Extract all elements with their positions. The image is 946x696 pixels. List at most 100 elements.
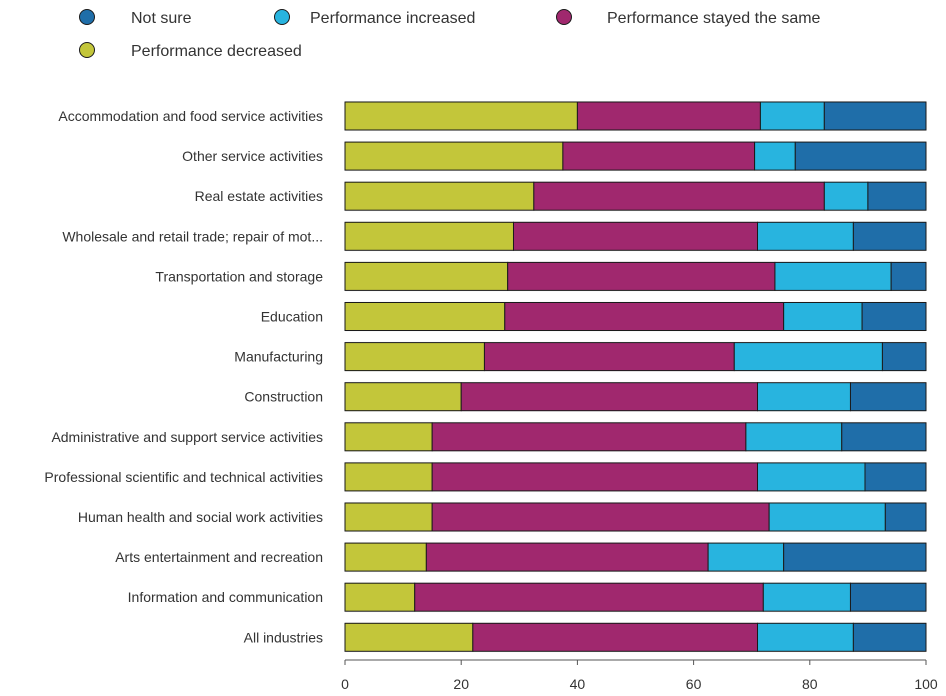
bar-segment-performance-increased <box>759 101 825 131</box>
bar-segment-not-sure <box>849 582 927 612</box>
category-labels: Accommodation and food service activitie… <box>44 108 323 645</box>
x-tick-label-20: 20 <box>453 676 469 692</box>
bar-segment-not-sure <box>861 302 927 331</box>
legend-label-performance-increased: Performance increased <box>310 10 475 27</box>
bar-row-arts-entertainment-and-recreation <box>344 542 927 573</box>
bar-segment-performance-stayed-the-same <box>512 221 759 251</box>
category-label-real-estate-activities: Real estate activities <box>195 188 323 204</box>
legend-label-not-sure: Not sure <box>131 10 192 27</box>
category-label-accommodation-and-food-service-activities: Accommodation and food service activitie… <box>58 108 323 124</box>
category-label-education: Education <box>261 309 323 325</box>
bar-segment-performance-increased <box>754 141 796 171</box>
x-tick-label-100: 100 <box>914 676 938 692</box>
x-tick-label-40: 40 <box>570 676 586 692</box>
bar-segment-not-sure <box>867 181 927 211</box>
bar-row-accommodation-and-food-service-activities <box>344 101 927 131</box>
bar-segment-performance-decreased <box>344 302 506 331</box>
bar-segment-performance-stayed-the-same <box>472 622 759 652</box>
bar-segment-performance-stayed-the-same <box>483 342 735 372</box>
category-label-professional-scientific-and-technical-activities: Professional scientific and technical ac… <box>44 469 323 485</box>
bar-segment-performance-stayed-the-same <box>431 502 770 532</box>
legend-item-not-sure: Not sure <box>79 9 192 27</box>
bar-segment-performance-increased <box>768 502 886 532</box>
bar-segment-performance-stayed-the-same <box>431 462 759 492</box>
bar-segment-not-sure <box>823 101 927 131</box>
bar-segment-performance-stayed-the-same <box>562 141 756 171</box>
bar-segment-performance-stayed-the-same <box>576 101 761 131</box>
bar-segment-performance-decreased <box>344 141 564 171</box>
bar-row-wholesale-and-retail-trade-repair-of-mot <box>344 221 927 252</box>
bar-segment-performance-decreased <box>344 101 578 131</box>
x-tick-label-60: 60 <box>686 676 702 692</box>
bar-segment-performance-increased <box>762 582 851 612</box>
x-tick-label-0: 0 <box>341 676 349 692</box>
bar-segment-performance-decreased <box>344 261 509 291</box>
bar-segment-performance-increased <box>757 462 866 492</box>
bar-segment-performance-stayed-the-same <box>504 302 785 331</box>
bar-segment-performance-decreased <box>344 542 427 572</box>
bar-segment-performance-increased <box>757 622 854 652</box>
legend-item-performance-decreased: Performance decreased <box>79 42 302 60</box>
category-label-information-and-communication: Information and communication <box>128 589 323 605</box>
category-label-administrative-and-support-service-activities: Administrative and support service activ… <box>51 429 323 445</box>
category-label-construction: Construction <box>244 389 323 405</box>
bar-segment-not-sure <box>841 422 927 452</box>
category-label-other-service-activities: Other service activities <box>182 148 323 164</box>
category-label-arts-entertainment-and-recreation: Arts entertainment and recreation <box>115 549 323 565</box>
bar-segment-performance-increased <box>774 261 892 291</box>
bar-segment-not-sure <box>794 141 927 171</box>
bars <box>344 101 927 653</box>
bar-segment-performance-decreased <box>344 342 485 372</box>
bar-segment-performance-decreased <box>344 221 514 251</box>
legend-marker-performance-decreased <box>79 42 95 58</box>
bar-segment-performance-increased <box>745 422 843 452</box>
bar-row-professional-scientific-and-technical-activities <box>344 461 927 492</box>
bar-row-administrative-and-support-service-activities <box>344 421 927 452</box>
legend-label-performance-decreased: Performance decreased <box>131 43 302 60</box>
bar-segment-performance-increased <box>783 302 863 331</box>
legend-item-performance-stayed-the-same: Performance stayed the same <box>556 9 821 27</box>
bar-segment-performance-decreased <box>344 422 433 452</box>
category-label-transportation-and-storage: Transportation and storage <box>155 268 323 284</box>
bar-row-information-and-communication <box>344 582 927 613</box>
category-label-all-industries: All industries <box>244 629 323 645</box>
bar-row-human-health-and-social-work-activities <box>344 502 927 532</box>
bar-segment-not-sure <box>884 502 927 532</box>
bar-segment-not-sure <box>852 221 927 251</box>
bar-segment-not-sure <box>783 542 927 572</box>
bar-segment-performance-decreased <box>344 502 433 532</box>
bar-segment-performance-increased <box>823 181 869 211</box>
bar-segment-performance-stayed-the-same <box>431 422 747 452</box>
bar-segment-not-sure <box>852 622 927 652</box>
bar-segment-performance-increased <box>757 382 851 412</box>
legend-label-performance-stayed-the-same: Performance stayed the same <box>607 10 821 27</box>
bar-segment-performance-increased <box>733 342 883 372</box>
bar-row-real-estate-activities <box>344 181 927 212</box>
bar-segment-performance-decreased <box>344 462 433 492</box>
category-label-wholesale-and-retail-trade-repair-of-mot: Wholesale and retail trade; repair of mo… <box>62 228 323 244</box>
bar-segment-performance-increased <box>707 542 785 572</box>
bar-row-education <box>344 301 927 332</box>
bar-segment-not-sure <box>849 382 927 412</box>
bar-segment-performance-stayed-the-same <box>414 582 764 612</box>
bar-segment-performance-stayed-the-same <box>533 181 825 211</box>
bar-segment-performance-decreased <box>344 582 416 612</box>
legend-item-performance-increased: Performance increased <box>274 9 475 27</box>
bar-segment-performance-decreased <box>344 622 474 652</box>
bar-segment-not-sure <box>864 462 927 492</box>
legend-marker-not-sure <box>79 9 95 25</box>
bar-segment-performance-stayed-the-same <box>460 382 759 412</box>
bar-segment-performance-stayed-the-same <box>425 542 709 572</box>
legend-marker-performance-stayed-the-same <box>556 9 572 25</box>
bar-segment-not-sure <box>890 261 927 291</box>
bar-segment-performance-stayed-the-same <box>507 261 776 291</box>
bar-segment-performance-decreased <box>344 181 535 211</box>
category-label-human-health-and-social-work-activities: Human health and social work activities <box>78 509 323 525</box>
legend: Not sure Performance increased Performance… <box>79 9 821 60</box>
bar-segment-performance-increased <box>757 221 854 251</box>
bar-row-transportation-and-storage <box>344 261 927 292</box>
legend-marker-performance-increased <box>274 9 290 25</box>
category-label-manufacturing: Manufacturing <box>234 349 323 365</box>
bar-segment-not-sure <box>881 342 927 372</box>
